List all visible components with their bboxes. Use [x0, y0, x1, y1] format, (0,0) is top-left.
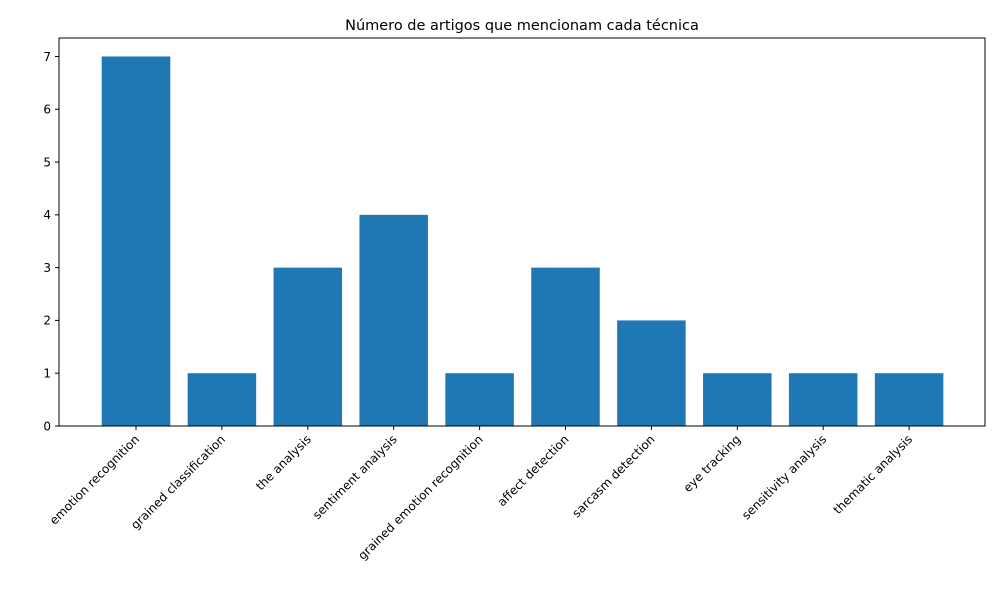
x-tick-label-1: grained classification — [128, 432, 228, 532]
plot-frame — [58, 37, 986, 427]
x-tick-label-8: sensitivity analysis — [739, 432, 829, 522]
x-tick-label-2: the analysis — [253, 432, 314, 493]
bar-6 — [617, 320, 686, 426]
y-tick-label-6: 6 — [43, 103, 51, 117]
bar-5 — [531, 267, 600, 426]
bar-1 — [187, 373, 257, 426]
axes-layer — [58, 37, 986, 427]
x-tick-label-0: emotion recognition — [47, 432, 142, 527]
x-tick-label-6: sarcasm detection — [569, 432, 657, 520]
chart-title: Número de artigos que mencionam cada téc… — [345, 18, 699, 34]
bar-9 — [874, 373, 944, 426]
bar-0 — [101, 56, 171, 426]
bar-7 — [703, 373, 772, 426]
x-tick-label-7: eye tracking — [681, 432, 744, 495]
x-tick-label-9: thematic analysis — [831, 432, 916, 517]
bar-3 — [359, 214, 428, 426]
bars-layer — [101, 56, 944, 426]
x-tick-label-5: affect detection — [495, 432, 572, 509]
y-tick-label-7: 7 — [43, 50, 51, 64]
y-tick-label-1: 1 — [43, 367, 51, 381]
y-tick-label-3: 3 — [43, 261, 51, 275]
bar-4 — [445, 373, 514, 426]
bar-2 — [273, 267, 343, 426]
y-tick-label-0: 0 — [43, 419, 51, 433]
y-tick-label-4: 4 — [43, 208, 51, 222]
bar-8 — [788, 373, 858, 426]
y-tick-label-5: 5 — [43, 155, 51, 169]
x-tick-label-3: sentiment analysis — [310, 432, 400, 522]
y-tick-label-2: 2 — [43, 314, 51, 328]
